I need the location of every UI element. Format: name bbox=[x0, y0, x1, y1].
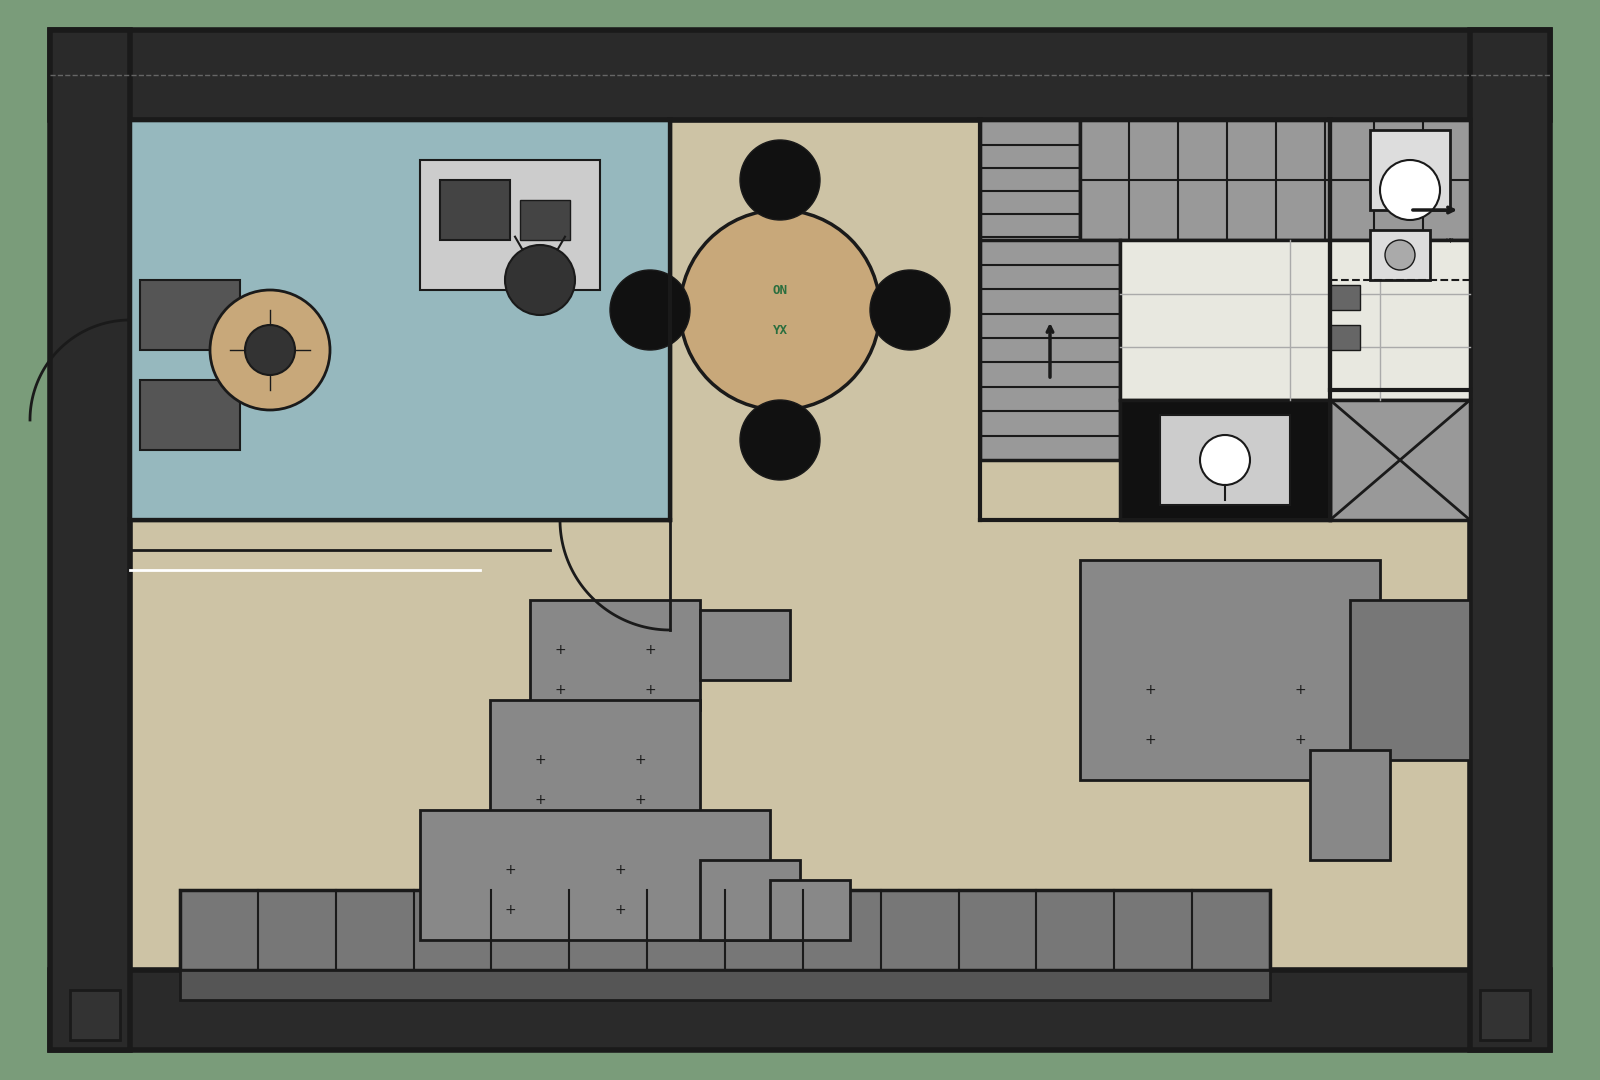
Bar bbox=[1310, 750, 1390, 860]
Text: +: + bbox=[1294, 733, 1306, 747]
Text: +: + bbox=[634, 753, 646, 767]
Circle shape bbox=[245, 325, 294, 375]
Bar bbox=[1330, 400, 1470, 519]
Bar bbox=[1370, 230, 1430, 280]
Bar bbox=[419, 810, 770, 940]
Text: +: + bbox=[614, 903, 626, 917]
Bar bbox=[1330, 325, 1360, 350]
Bar bbox=[141, 380, 240, 450]
Bar bbox=[1080, 561, 1379, 780]
Text: +: + bbox=[645, 643, 656, 657]
Text: +: + bbox=[614, 863, 626, 877]
Text: ON: ON bbox=[773, 283, 787, 297]
Bar bbox=[50, 30, 130, 1050]
Text: +: + bbox=[534, 793, 546, 807]
Bar bbox=[130, 120, 670, 519]
Circle shape bbox=[870, 270, 950, 350]
Circle shape bbox=[210, 291, 330, 410]
Bar bbox=[50, 970, 1550, 1050]
Bar bbox=[1120, 400, 1330, 519]
Text: +: + bbox=[1294, 683, 1306, 697]
Bar bbox=[490, 700, 701, 820]
Circle shape bbox=[506, 245, 574, 315]
Bar bbox=[141, 280, 240, 350]
Bar bbox=[1160, 415, 1290, 505]
Circle shape bbox=[1379, 160, 1440, 220]
Text: +: + bbox=[645, 683, 656, 697]
Circle shape bbox=[610, 270, 690, 350]
Bar bbox=[130, 120, 670, 519]
Bar bbox=[979, 240, 1120, 460]
Bar bbox=[979, 120, 1080, 260]
Text: +: + bbox=[1144, 733, 1155, 747]
Circle shape bbox=[739, 400, 819, 480]
Bar bbox=[419, 160, 600, 291]
Text: +: + bbox=[634, 793, 646, 807]
Bar bbox=[1370, 130, 1450, 210]
Bar bbox=[179, 970, 1270, 1000]
Bar bbox=[1080, 120, 1470, 240]
Bar bbox=[1120, 240, 1470, 400]
Bar bbox=[1470, 30, 1550, 1050]
Bar bbox=[701, 860, 800, 940]
Circle shape bbox=[739, 140, 819, 220]
Circle shape bbox=[1200, 435, 1250, 485]
Bar bbox=[130, 120, 1470, 970]
Text: +: + bbox=[554, 683, 566, 697]
Bar bbox=[50, 30, 1550, 120]
Bar bbox=[770, 880, 850, 940]
Bar bbox=[179, 890, 1270, 970]
Text: +: + bbox=[534, 753, 546, 767]
Bar bbox=[440, 180, 510, 240]
Bar bbox=[701, 610, 790, 680]
Text: +: + bbox=[554, 643, 566, 657]
Bar bbox=[1330, 285, 1360, 310]
Bar bbox=[530, 600, 701, 710]
Text: up: up bbox=[1445, 237, 1454, 243]
Text: +: + bbox=[504, 903, 515, 917]
Circle shape bbox=[680, 210, 880, 410]
Text: YX: YX bbox=[773, 324, 787, 337]
Bar bbox=[1350, 600, 1470, 760]
Circle shape bbox=[1386, 240, 1414, 270]
Bar bbox=[70, 990, 120, 1040]
Text: +: + bbox=[504, 863, 515, 877]
Bar bbox=[1480, 990, 1530, 1040]
Bar bbox=[520, 200, 570, 240]
Text: +: + bbox=[1144, 683, 1155, 697]
